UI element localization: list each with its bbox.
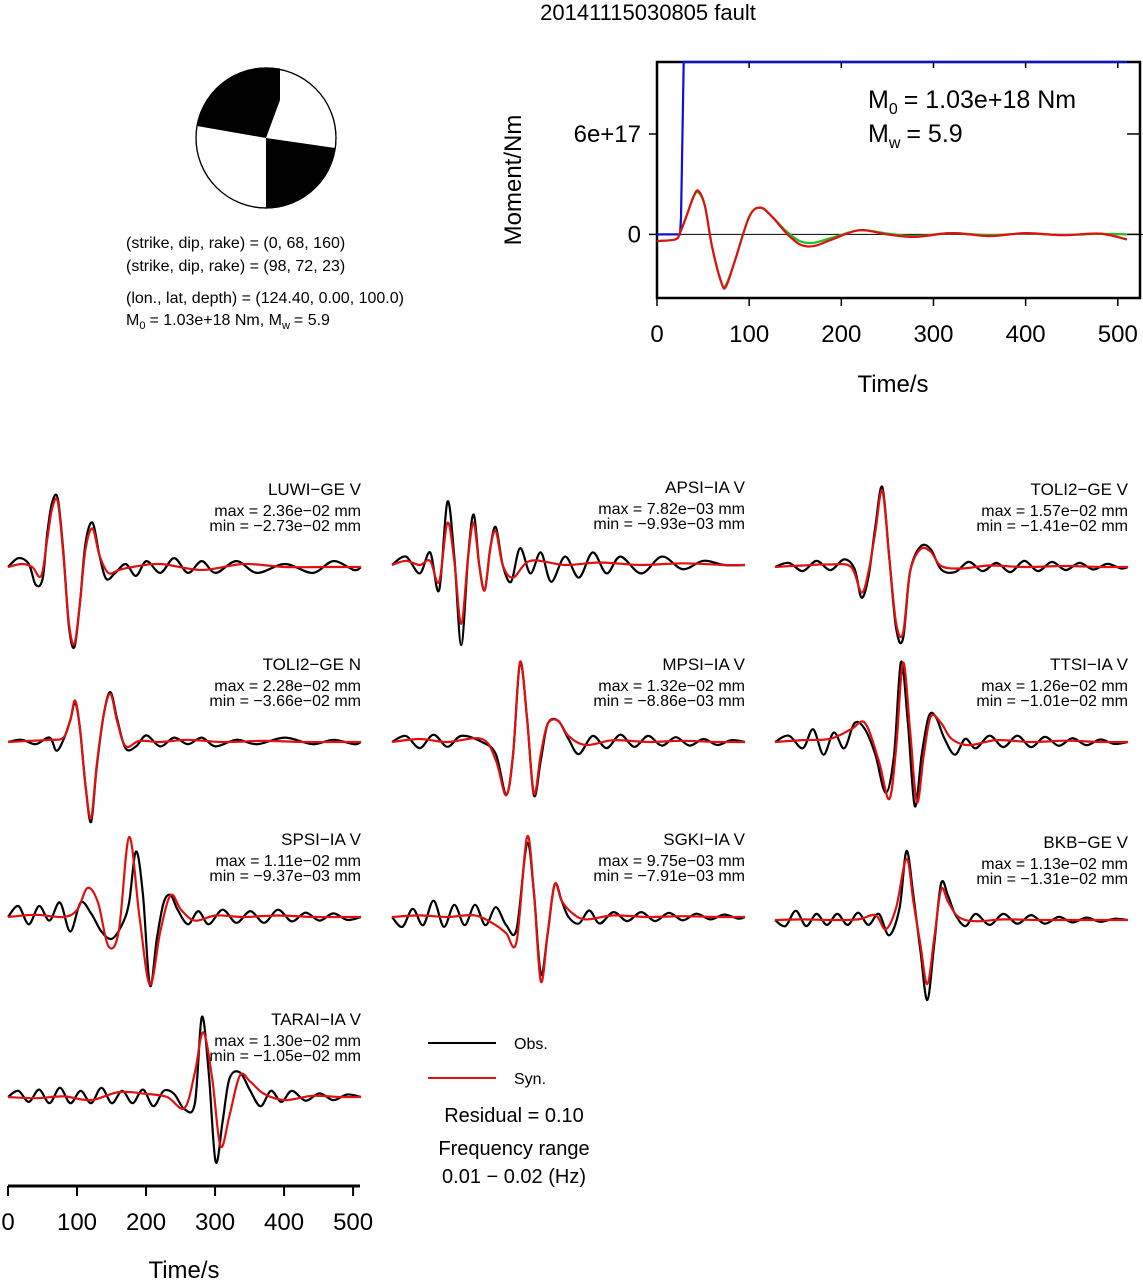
synthetic-trace [7,1031,362,1149]
beachball-white-fix [266,68,280,138]
trace-max: max = 1.26e−02 mm [981,678,1128,695]
trace-min: min = −3.66e−02 mm [209,693,361,710]
moment-x-tick-label: 300 [913,321,953,348]
trace-max: max = 2.36e−02 mm [214,503,361,520]
waveform-time-axis: 0 100 200 300 400 500 Time/s [1,1184,373,1280]
waveform-x-tick-label: 200 [126,1209,166,1236]
trace-min: min = −9.37e−03 mm [209,868,361,885]
waveform-x-label: Time/s [148,1257,219,1280]
waveform-x-tick-label: 100 [57,1209,97,1236]
hypocenter-location: (lon., lat, depth) = (124.40, 0.00, 100.… [126,290,404,307]
trace-max: max = 1.32e−02 mm [598,678,745,695]
moment-x-tick-label: 100 [729,321,769,348]
waveform-x-tick-label: 500 [333,1209,373,1236]
figure-title: 20141115030805 fault [540,0,756,25]
station-name: LUWI−GE V [268,480,362,499]
moment-rate-line-green [656,190,1128,289]
moment-rate-panel: 0 6e+17 0 100 200 300 400 500 Moment/Nm Time/s… [500,60,1143,398]
station-name: APSI−IA V [665,478,746,497]
trace-min: min = −2.73e−02 mm [209,518,361,535]
synthetic-trace [7,692,361,820]
trace-min: min = −1.31e−02 mm [976,871,1128,888]
station-name: BKB−GE V [1043,833,1128,852]
observed-trace [774,660,1129,808]
station-name: TARAI−IA V [271,1010,362,1029]
beachball-compression-quadrant-a [197,67,266,138]
waveform-x-tick-label: 0 [1,1209,14,1236]
legend-obs-label: Obs. [514,1036,548,1053]
synthetic-trace [7,497,361,646]
station-name: SGKI−IA V [663,830,745,849]
trace-min: min = −1.41e−02 mm [976,518,1128,535]
residual-text: Residual = 0.10 [444,1105,584,1127]
beachball [195,67,337,209]
moment-x-tick-label: 500 [1098,321,1138,348]
frequency-range-title: Frequency range [438,1138,589,1160]
beachball-compression-quadrant-c [266,138,335,208]
trace-min: min = −7.91e−03 mm [593,868,745,885]
moment-y-tick-label: 6e+17 [574,121,641,148]
moment-y-label: Moment/Nm [500,115,527,246]
moment-rate-line-red [656,189,1128,290]
trace-max: max = 1.57e−02 mm [981,503,1128,520]
moment-m0-label: M0 = 1.03e+18 Nm [868,86,1076,118]
synthetic-trace [391,660,746,797]
nodal-plane-1: (strike, dip, rake) = (0, 68, 160) [126,235,345,252]
waveform-x-tick-label: 300 [195,1209,235,1236]
station-name: TOLI2−GE V [1031,480,1129,499]
observed-trace [7,691,362,824]
waveform-x-tick-label: 400 [264,1209,304,1236]
legend: Obs. Syn. Residual = 0.10 Frequency rang… [428,1036,590,1188]
moment-y-tick-label: 0 [628,221,641,248]
station-name: TOLI2−GE N [263,655,361,674]
trace-max: max = 1.11e−02 mm [215,853,361,870]
synthetic-trace [774,857,1128,986]
observed-trace [774,485,1129,645]
moment-x-label: Time/s [857,371,928,398]
trace-max: max = 9.75e−03 mm [598,853,745,870]
trace-min: min = −1.01e−02 mm [976,693,1128,710]
synthetic-trace [774,489,1129,639]
synthetic-trace [391,521,746,626]
moment-x-tick-label: 400 [1006,321,1046,348]
trace-min: min = −8.86e−03 mm [593,693,745,710]
trace-min: min = −1.05e−02 mm [209,1048,361,1065]
legend-syn-label: Syn. [514,1071,546,1088]
moment-summary: M0 = 1.03e+18 Nm, Mw = 5.9 [126,312,330,332]
trace-min: min = −9.93e−03 mm [593,516,745,533]
synthetic-trace [774,661,1129,804]
moment-x-tick-label: 0 [650,321,663,348]
frequency-range-value: 0.01 − 0.02 (Hz) [442,1166,586,1188]
station-name: TTSI−IA V [1050,655,1129,674]
station-name: SPSI−IA V [281,830,362,849]
moment-mw-label: Mw = 5.9 [868,120,963,152]
trace-max: max = 1.13e−02 mm [981,856,1128,873]
synthetic-trace [7,835,361,986]
station-name: MPSI−IA V [662,655,745,674]
moment-x-tick-label: 200 [821,321,861,348]
synthetic-trace [391,834,746,984]
nodal-plane-2: (strike, dip, rake) = (98, 72, 23) [126,258,345,275]
trace-max: max = 2.28e−02 mm [214,678,361,695]
trace-max: max = 7.82e−03 mm [598,501,745,518]
trace-max: max = 1.30e−02 mm [214,1033,361,1050]
observed-trace [391,500,746,647]
